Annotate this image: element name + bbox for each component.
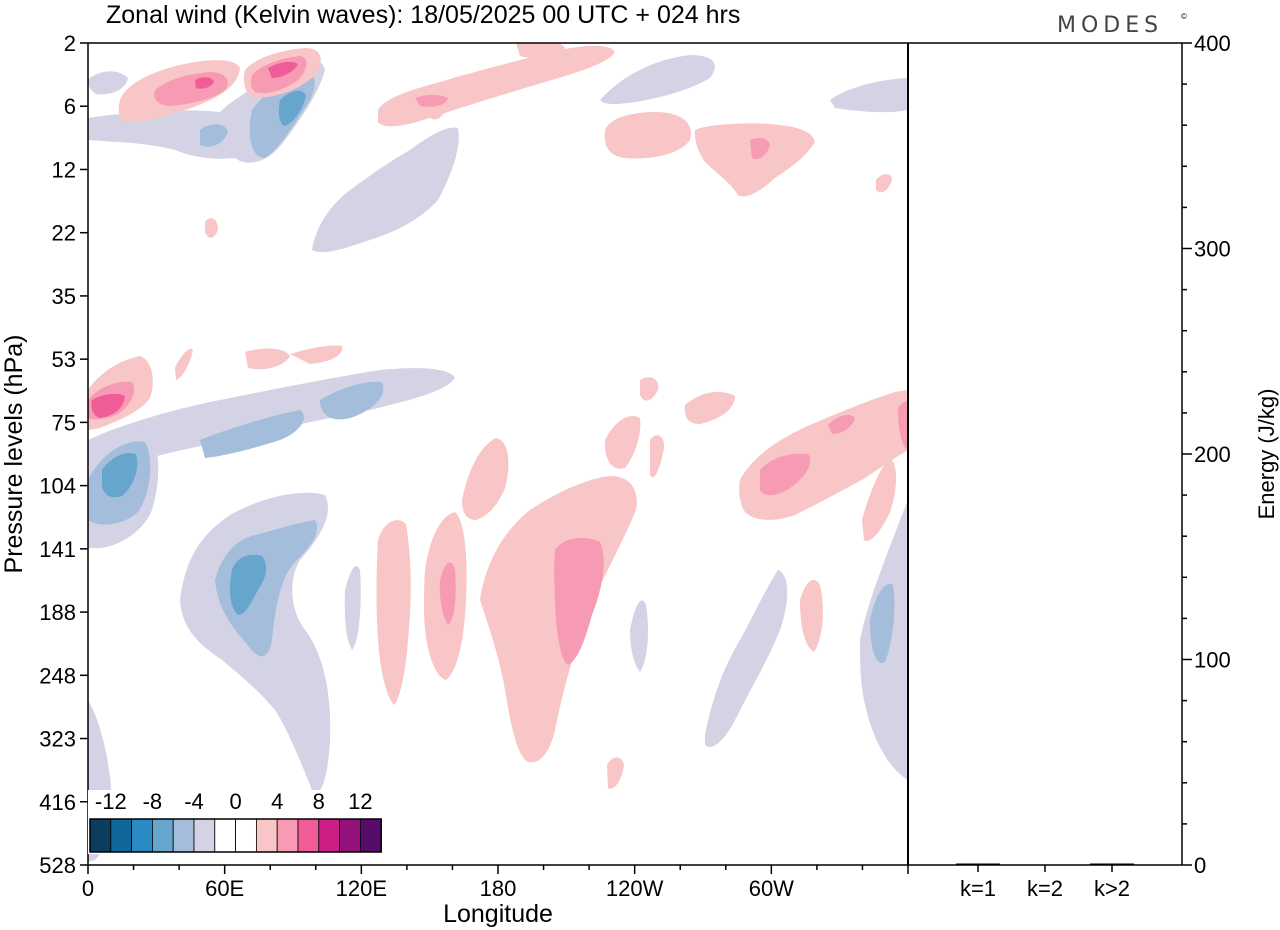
energy-tick-label: 300 (1194, 237, 1231, 262)
colorbar-tick-label: 8 (313, 789, 325, 814)
energy-tick-label: 200 (1194, 442, 1231, 467)
y-tick-label: 323 (39, 727, 76, 752)
colorbar-swatch (89, 818, 112, 853)
energy-axis: 0 100 200 300 400 (1182, 31, 1231, 878)
y-tick-label: 104 (39, 474, 76, 499)
colorbar-swatch (172, 818, 195, 853)
neg-contour-lower-right (705, 570, 788, 748)
x-tick-label: 180 (480, 876, 517, 901)
y-axis-label: Pressure levels (hPa) (0, 335, 28, 574)
x-tick-label: 120W (606, 876, 664, 901)
colorbar-swatch (359, 818, 382, 853)
x-tick-label: 60W (749, 876, 794, 901)
y-tick-label: 35 (52, 284, 76, 309)
energy-category-label: k=2 (1027, 876, 1063, 901)
y-tick-label: 2 (64, 31, 76, 56)
x-axis-label: Longitude (443, 900, 553, 928)
colorbar-swatch (110, 818, 133, 853)
energy-category-label: k>2 (1094, 876, 1130, 901)
y-tick-label: 188 (39, 600, 76, 625)
y-tick-label: 6 (64, 94, 76, 119)
colorbar-swatch (255, 818, 278, 853)
energy-tick-label: 400 (1194, 31, 1231, 56)
colorbar-swatch (151, 818, 174, 853)
y-tick-label: 22 (52, 221, 76, 246)
contour-field (88, 43, 908, 862)
colorbar-tick-label: 0 (229, 789, 241, 814)
colorbar-swatch (235, 818, 257, 853)
x-tick-label: 120E (336, 876, 387, 901)
colorbar-swatch (318, 818, 340, 853)
x-tick-label: 0 (82, 876, 94, 901)
energy-tick-label: 100 (1194, 648, 1231, 673)
y-tick-label: 75 (52, 410, 76, 435)
neg-contour-top-band (600, 55, 715, 104)
colorbar-tick-label: -8 (143, 789, 163, 814)
energy-bar (956, 863, 1000, 865)
colorbar-frame (89, 818, 382, 853)
colorbar-swatch (131, 818, 153, 853)
colorbar-swatch (297, 818, 320, 853)
y-tick-label: 53 (52, 347, 76, 372)
neg-contour-wave1 (312, 127, 459, 253)
energy-bar (1090, 863, 1134, 865)
colorbar-swatch (214, 818, 237, 853)
colorbar-tick-label: -12 (95, 789, 127, 814)
colorbar: -12 -8 -4 0 4 8 12 (88, 789, 384, 854)
energy-tick-label: 0 (1194, 853, 1206, 878)
brand-logo: MODES (1057, 13, 1163, 38)
energy-axis-label: Energy (J/kg) (1254, 389, 1279, 520)
brand-mark: © (1181, 12, 1187, 21)
colorbar-swatch (339, 818, 361, 853)
neg-contour-lon30 (88, 71, 128, 95)
y-tick-label: 248 (39, 663, 76, 688)
colorbar-tick-label: 4 (271, 789, 283, 814)
neg-contour-mid-right (630, 600, 648, 672)
x-tick-label: 60E (205, 876, 244, 901)
colorbar-tick-label: -4 (184, 789, 204, 814)
energy-category-label: k=1 (960, 876, 996, 901)
y-tick-label: 12 (52, 157, 76, 182)
colorbar-tick-label: 12 (348, 789, 372, 814)
y-tick-label: 528 (39, 853, 76, 878)
y-tick-label: 416 (39, 790, 76, 815)
y-tick-label: 141 (39, 537, 76, 562)
chart-title: Zonal wind (Kelvin waves): 18/05/2025 00… (106, 1, 740, 29)
neg-contour-narrow (344, 566, 361, 650)
longitude-axis: 0 60E 120E 180 120W 60W (82, 865, 909, 901)
pressure-axis: 2 6 12 22 35 53 75 104 141 188 248 323 416 528 (39, 31, 88, 878)
energy-bars: k=1 k=2 k>2 (956, 863, 1134, 901)
neg-contour-top-right (830, 78, 908, 113)
colorbar-swatch (276, 818, 299, 853)
colorbar-swatch (193, 818, 216, 853)
